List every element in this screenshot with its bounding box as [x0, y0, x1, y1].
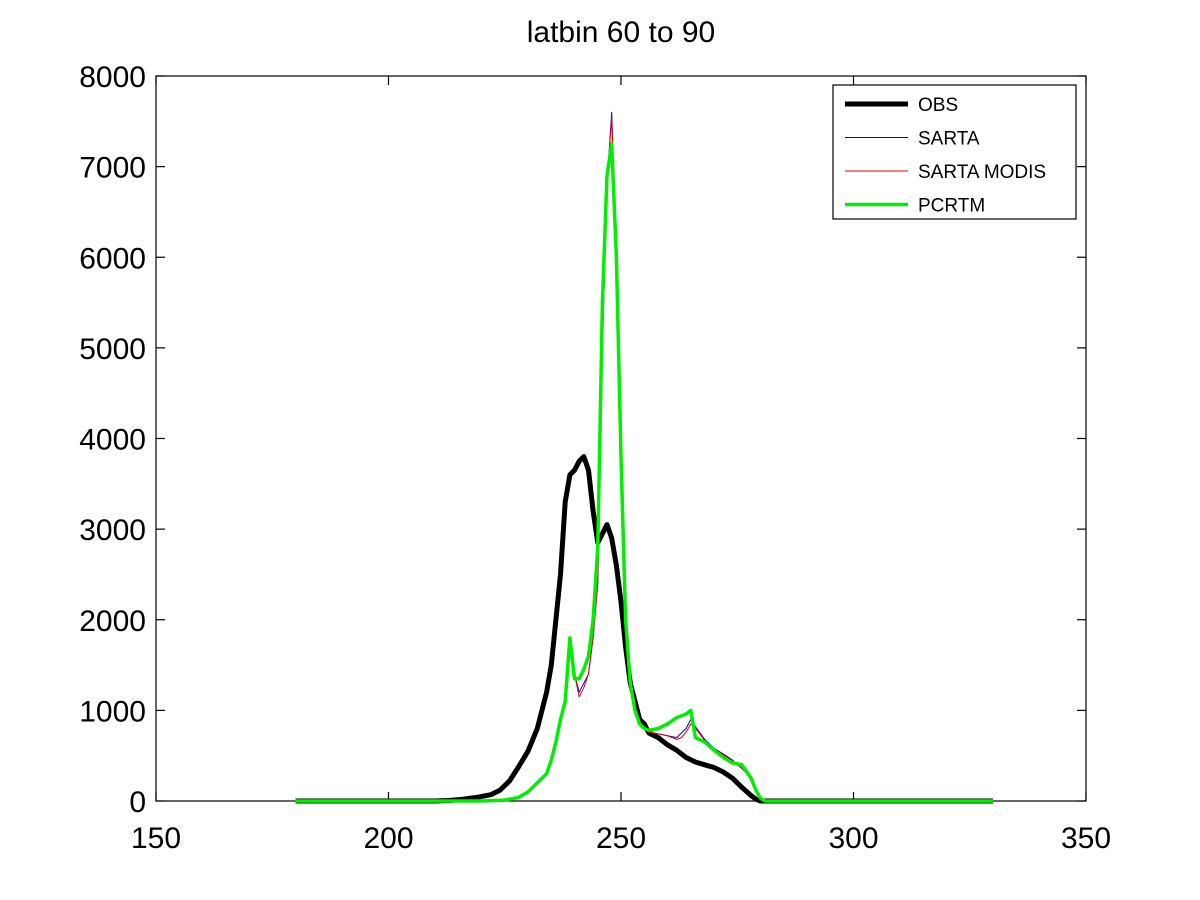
- y-tick-label: 3000: [79, 514, 146, 547]
- series-line-obs: [295, 454, 993, 804]
- x-tick-label: 250: [596, 822, 646, 855]
- x-tick-label: 300: [828, 822, 878, 855]
- y-tick-label: 2000: [79, 605, 146, 638]
- axis-tick-labels: 150 200 250 300 350 0 1000 2000 3000 4000 5000 6000…: [79, 61, 1111, 855]
- y-tick-label: 8000: [79, 61, 146, 94]
- y-tick-label: 5000: [79, 333, 146, 366]
- y-tick-label: 0: [129, 786, 146, 819]
- legend-label-obs: OBS: [918, 95, 958, 116]
- y-tick-label: 6000: [79, 242, 146, 275]
- x-tick-label: 150: [131, 822, 181, 855]
- axis-ticks: [155, 75, 1087, 802]
- chart-title: latbin 60 to 90: [527, 16, 715, 49]
- x-tick-label: 200: [363, 822, 413, 855]
- series-lines: [295, 111, 993, 804]
- legend: OBS SARTA SARTA MODIS PCRTM: [832, 84, 1077, 220]
- legend-label-sarta-modis: SARTA MODIS: [918, 162, 1046, 183]
- x-tick-label: 350: [1061, 822, 1111, 855]
- series-line-pcrtm: [295, 142, 993, 803]
- y-tick-label: 7000: [79, 152, 146, 185]
- legend-box: [832, 84, 1077, 220]
- legend-label-sarta: SARTA: [918, 129, 980, 150]
- y-tick-label: 4000: [79, 424, 146, 457]
- y-tick-label: 1000: [79, 695, 146, 728]
- legend-label-pcrtm: PCRTM: [918, 196, 985, 217]
